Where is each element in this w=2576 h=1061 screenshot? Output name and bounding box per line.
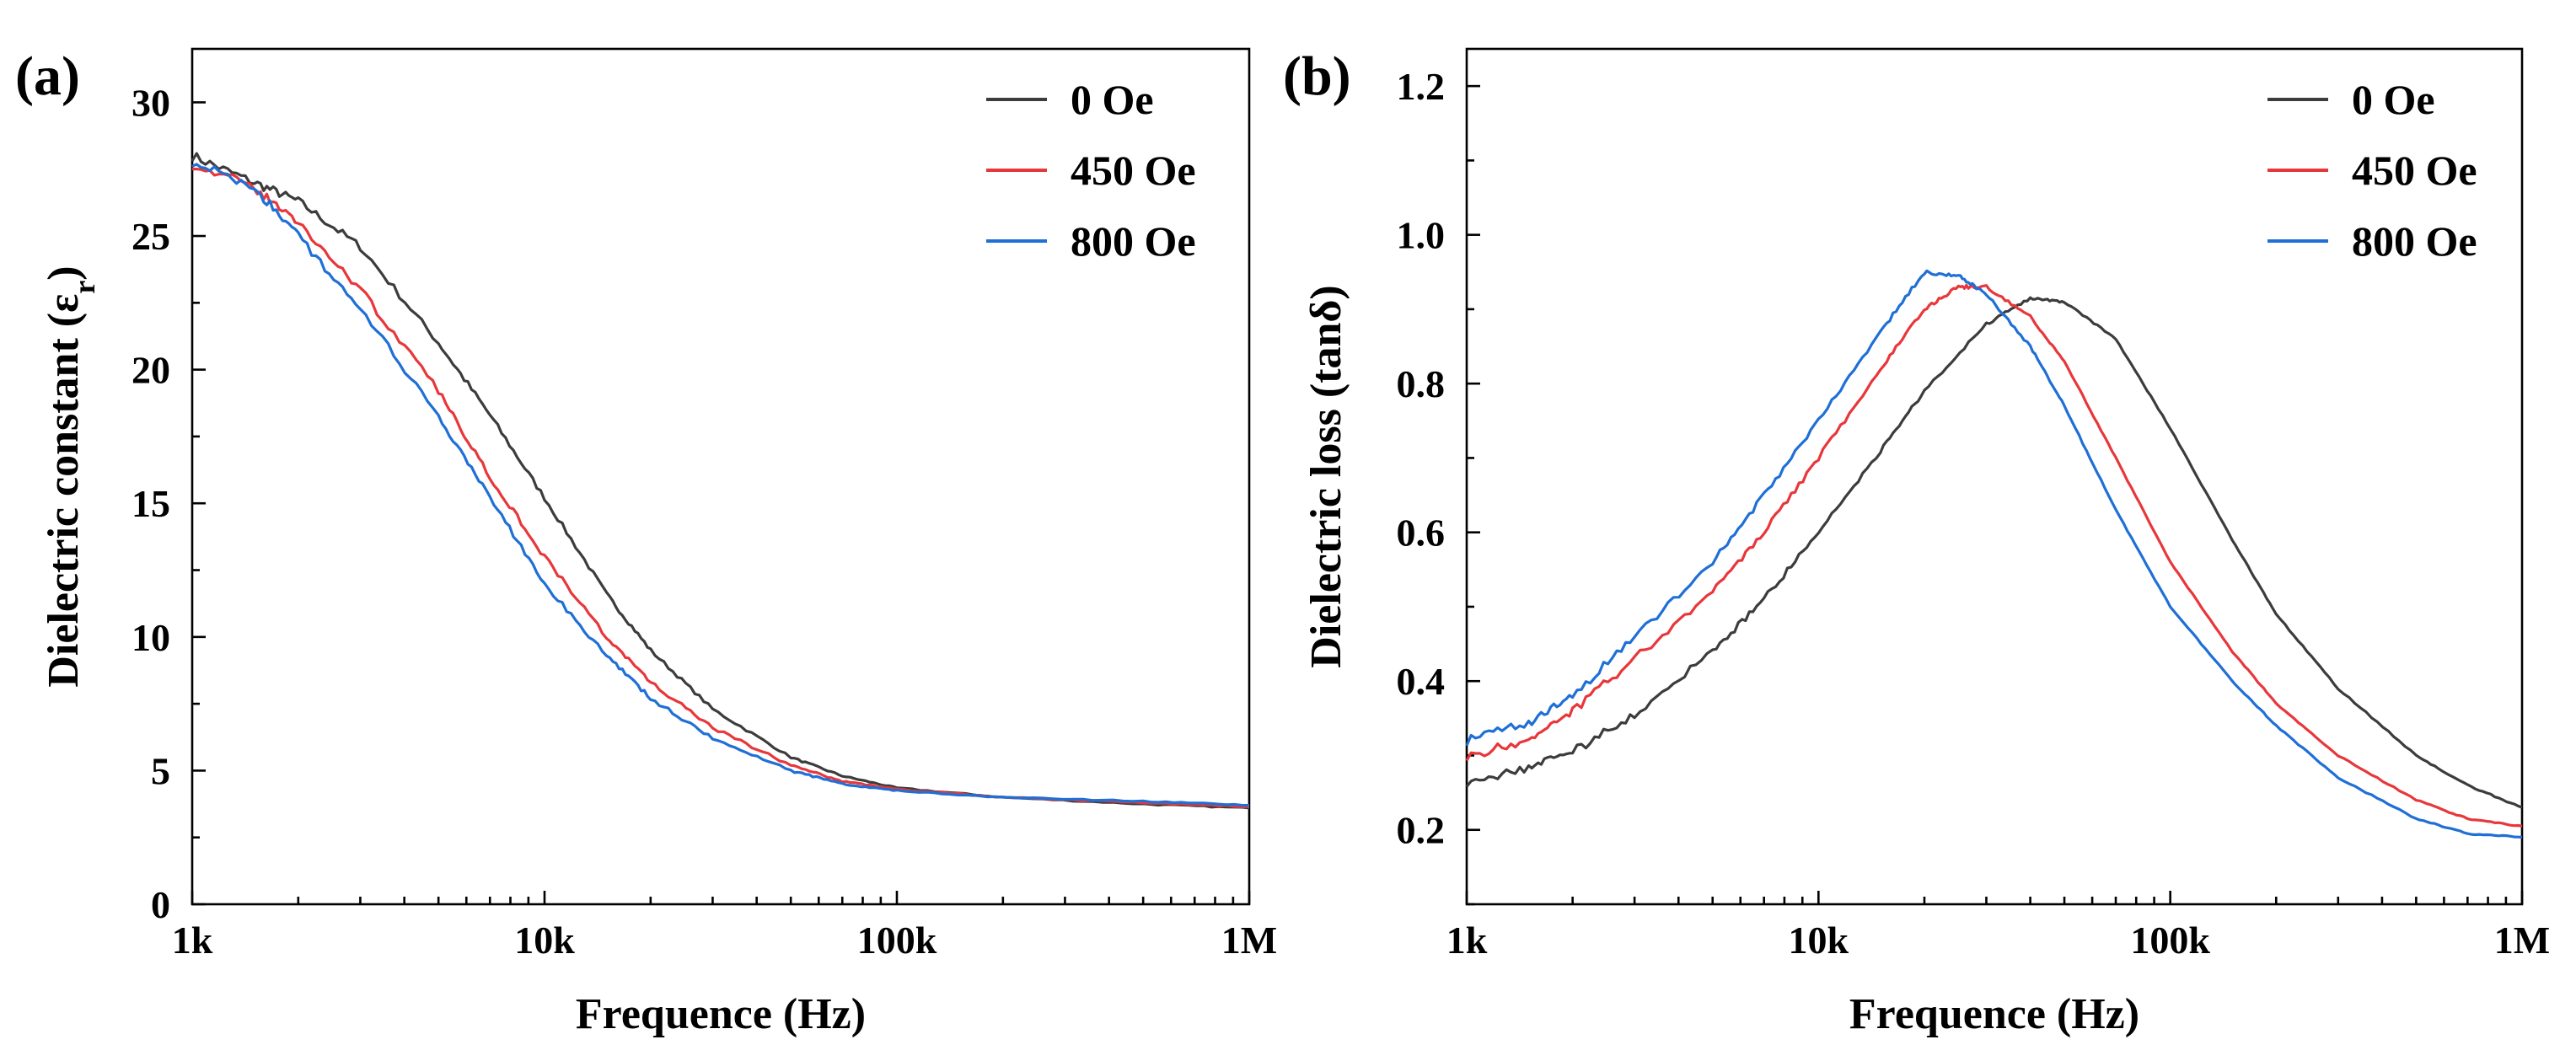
panel-a-dielectric-constant: 1k 10k 100k 1M 0 5 10 15 20 25 30 Frequence (Hz) Die… [15,46,1277,1038]
y-axis-title-main: Dielectric constant (ε [40,294,88,688]
y-axis-title-subscript: r [67,281,101,294]
x-tick-label: 1M [2494,919,2550,962]
x-tick-label: 10k [1789,919,1849,962]
y-tick-label: 0.2 [1397,809,1446,852]
y-axis-title-main: Dielectric loss (tanδ) [1302,285,1350,667]
x-tick-label: 100k [857,919,937,962]
legend-label: 0 Oe [1071,76,1154,123]
y-tick-label: 0 [151,883,170,926]
panel-label: (b) [1283,46,1351,107]
series-line-800-oe [191,163,1250,807]
series-line-450-oe [1465,283,2523,828]
x-tick-label: 1M [1221,919,1277,962]
plot-frame [1465,47,2524,906]
y-axis-title: Dielectric constant (εr) [40,265,101,687]
series-line-800-oe [1465,269,2523,839]
legend-label: 450 Oe [1071,147,1196,194]
y-axis-title: Dielectric loss (tanδ) [1302,285,1350,667]
y-tick-label: 5 [151,749,170,792]
panel-label: (a) [15,46,80,107]
y-tick-label: 0.6 [1397,512,1446,555]
legend-label: 0 Oe [2352,76,2435,123]
x-axis-title: Frequence (Hz) [576,990,866,1038]
y-tick-label: 0.4 [1397,660,1446,703]
y-tick-label: 15 [131,482,170,525]
plot-frame [191,47,1251,906]
panel-b-dielectric-loss: 1k 10k 100k 1M 0.2 0.4 0.6 0.8 1.0 1.2 Frequence (… [1283,46,2550,1038]
legend-label: 800 Oe [2352,217,2477,265]
series-line-0-oe [1465,296,2523,809]
y-axis-title-close: ) [40,265,88,280]
y-tick-label: 20 [131,349,170,392]
x-tick-label: 10k [514,919,575,962]
y-tick-label: 0.8 [1397,362,1446,405]
series-line-450-oe [191,167,1250,808]
x-tick-label: 1k [1446,919,1488,962]
y-tick-label: 1.0 [1397,214,1446,257]
y-tick-label: 25 [131,215,170,258]
x-axis-title: Frequence (Hz) [1849,990,2139,1038]
y-tick-label: 30 [131,81,170,124]
y-tick-label: 1.2 [1397,65,1446,108]
x-tick-label: 100k [2130,919,2210,962]
x-tick-label: 1k [172,919,213,962]
legend-label: 800 Oe [1071,217,1196,265]
y-tick-label: 10 [131,616,170,659]
legend-label: 450 Oe [2352,147,2477,194]
